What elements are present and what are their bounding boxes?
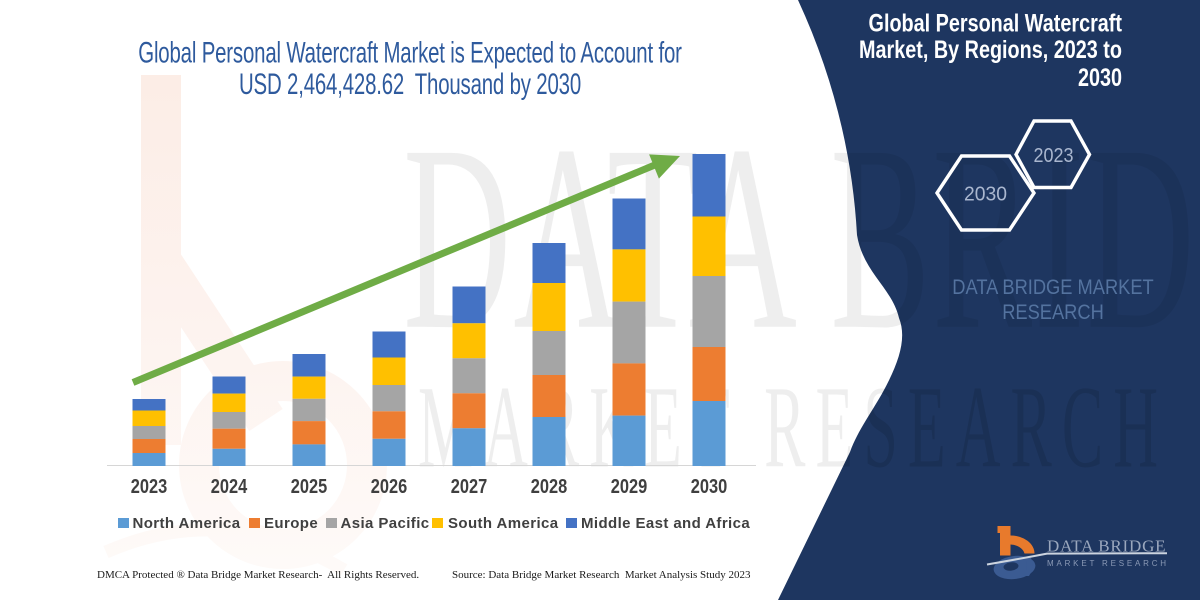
svg-text:MARKET RESEARCH: MARKET RESEARCH xyxy=(1047,559,1169,568)
svg-text:DATA BRIDGE: DATA BRIDGE xyxy=(1047,537,1166,556)
svg-text:2023: 2023 xyxy=(1034,144,1074,167)
svg-text:2030: 2030 xyxy=(964,183,1007,206)
